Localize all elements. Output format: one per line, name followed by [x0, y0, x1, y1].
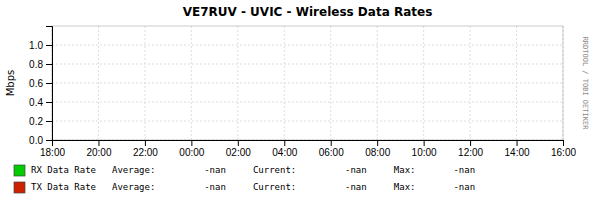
grid-line-y: [52, 121, 563, 122]
legend-swatch: [14, 182, 25, 193]
x-tick-mark: [563, 140, 564, 146]
x-tick-mark: [377, 140, 378, 146]
x-tick: 08:00: [365, 140, 390, 158]
x-tick: 18:00: [40, 140, 65, 158]
x-tick-label: 20:00: [86, 147, 111, 158]
y-axis-line: [46, 27, 53, 141]
x-tick-mark: [191, 140, 192, 146]
y-tick-mark: [46, 45, 52, 46]
grid-line-x: [144, 26, 145, 140]
x-tick: 22:00: [133, 140, 158, 158]
grid-line-x: [284, 26, 285, 140]
y-tick-label: 0.4: [29, 97, 43, 108]
grid-line-x: [330, 26, 331, 140]
legend-label: RX Data Rate: [31, 165, 96, 175]
x-tick-label: 06:00: [319, 147, 344, 158]
x-tick: 12:00: [458, 140, 483, 158]
x-tick-label: 12:00: [458, 147, 483, 158]
grid-line-x: [423, 26, 424, 140]
y-axis: 0.0 0.2 0.4 0.6 0.8 1.0: [29, 27, 52, 146]
chart: VE7RUV - UVIC - Wireless Data Rates 18:00…: [0, 0, 595, 210]
legend-item: TX Data Rate Average: -nan Current: -nan …: [14, 182, 475, 194]
x-axis-line: [53, 141, 564, 147]
x-tick: 02:00: [226, 140, 251, 158]
legend-label: TX Data Rate: [31, 182, 96, 192]
x-tick-mark: [331, 140, 332, 146]
legend-swatch: [14, 165, 25, 176]
x-tick: 16:00: [551, 140, 576, 158]
grid-line-y: [52, 64, 563, 65]
grid-line-x: [191, 26, 192, 140]
y-tick-label: 0.6: [29, 78, 43, 89]
x-tick-label: 00:00: [179, 147, 204, 158]
grid-line-y: [52, 45, 563, 46]
y-tick: 0.4: [29, 97, 52, 108]
title: VE7RUV - UVIC - Wireless Data Rates: [183, 5, 433, 19]
x-tick-mark: [238, 140, 239, 146]
y-tick: 1.0: [29, 40, 52, 51]
x-tick-mark: [284, 140, 285, 146]
legend-stats: Average: -nan Current: -nan Max: -nan: [112, 165, 475, 175]
x-tick-mark: [517, 140, 518, 146]
y-tick-label: 0.0: [29, 135, 43, 146]
x-tick-label: 16:00: [551, 147, 576, 158]
legend-item: RX Data Rate Average: -nan Current: -nan …: [14, 165, 475, 177]
x-tick-mark: [424, 140, 425, 146]
legend: RX Data Rate Average: -nan Current: -nan …: [14, 165, 475, 194]
grid-line-x: [237, 26, 238, 140]
x-axis: 18:00 20:00 22:00 00:00 02:00 04:00 06:00 08:00…: [40, 140, 576, 158]
legend-stats: Average: -nan Current: -nan Max: -nan: [112, 182, 475, 192]
x-tick: 10:00: [412, 140, 437, 158]
x-tick: 06:00: [319, 140, 344, 158]
grid-line-x: [470, 26, 471, 140]
x-tick: 20:00: [86, 140, 111, 158]
grid-line-x: [516, 26, 517, 140]
grid-line-y: [52, 102, 563, 103]
y-tick-label: 0.8: [29, 59, 43, 70]
y-tick-mark: [46, 83, 52, 84]
grid: [52, 26, 563, 140]
x-tick-mark: [145, 140, 146, 146]
y-axis-title: Mbps: [5, 70, 16, 97]
side-text: RRDTOOL / TOBI OETIKER: [581, 37, 589, 131]
y-tick-mark: [46, 121, 52, 122]
y-tick-mark: [46, 140, 52, 141]
x-tick: 14:00: [505, 140, 530, 158]
x-tick: 00:00: [179, 140, 204, 158]
x-tick-label: 08:00: [365, 147, 390, 158]
y-tick: 0.8: [29, 59, 52, 70]
grid-line-y: [52, 83, 563, 84]
y-tick: 0.2: [29, 116, 52, 127]
y-tick-mark: [46, 102, 52, 103]
x-tick-label: 10:00: [412, 147, 437, 158]
x-tick-label: 18:00: [40, 147, 65, 158]
y-tick: 0.0: [29, 135, 52, 146]
grid-line-x: [377, 26, 378, 140]
y-tick: 0.6: [29, 78, 52, 89]
x-tick-mark: [98, 140, 99, 146]
y-tick-label: 1.0: [29, 40, 43, 51]
plot: 18:00 20:00 22:00 00:00 02:00 04:00 06:00 08:00…: [29, 26, 576, 158]
plot-frame: [52, 26, 563, 140]
y-tick-label: 0.2: [29, 116, 43, 127]
y-tick-mark: [46, 64, 52, 65]
x-tick-mark: [470, 140, 471, 146]
grid-line-x: [98, 26, 99, 140]
x-tick: 04:00: [272, 140, 297, 158]
x-tick-label: 22:00: [133, 147, 158, 158]
x-tick-label: 14:00: [505, 147, 530, 158]
x-tick-label: 04:00: [272, 147, 297, 158]
x-tick-label: 02:00: [226, 147, 251, 158]
